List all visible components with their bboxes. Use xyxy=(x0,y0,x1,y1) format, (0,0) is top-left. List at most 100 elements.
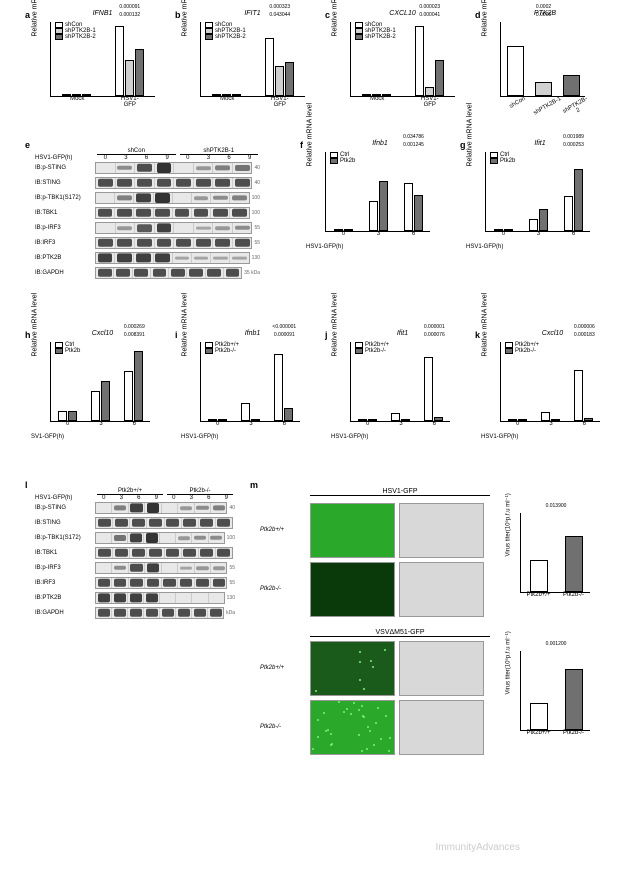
pvalue: 0.000253 xyxy=(556,142,591,148)
blot-row: IB:GAPDHkDa xyxy=(35,606,235,620)
pvalue: 0.000076 xyxy=(418,332,451,338)
panel-h: h Cxcl10 Relative mRNA level CtrlPtk2b 0… xyxy=(25,330,160,450)
xlabel: HSV1-GFP(h) xyxy=(306,244,343,250)
ylabel-g: Relative mRNA level xyxy=(467,103,474,167)
micrograph-gfp xyxy=(310,641,395,696)
chart-f: 0360.0012450.034786HSV1-GFP(h) xyxy=(325,152,430,232)
blot-row: IB:p-IRF355 xyxy=(35,221,260,235)
panel-e: e shConshPTK2B-1HSV1-GFP(h)03690369IB:p-… xyxy=(25,140,260,315)
pvalue: 0.000132 xyxy=(104,12,157,18)
panel-g: g Ifit1 Relative mRNA level CtrlPtk2b 03… xyxy=(460,140,600,260)
xtick: 3 xyxy=(537,231,540,237)
ylabel-a: Relative mRNA level xyxy=(32,0,39,37)
blot-l: Ptk2b+/+Ptk2b-/-HSV1-GFP(h)03690369IB:p-… xyxy=(35,488,235,620)
bar xyxy=(379,181,388,231)
micro-m: HSV1-GFPPtk2b+/+Ptk2b-/-Ptk2b+/+Ptk2b-/-… xyxy=(260,488,610,838)
xtick: Ptk2b+/+ xyxy=(526,592,550,598)
chart-m2: Ptk2b+/+Ptk2b-/-0.001200 xyxy=(520,651,590,731)
panel-j: j Ifit1 Relative mRNA level Ptk2b+/+Ptk2… xyxy=(325,330,460,450)
blot-e: shConshPTK2B-1HSV1-GFP(h)03690369IB:p-ST… xyxy=(35,148,260,280)
micrograph-bf xyxy=(399,641,484,696)
bar xyxy=(285,62,294,96)
panel-b: b IFIT1 Relative mRNA level shConshPTK2B… xyxy=(175,10,310,120)
xtick: 3 xyxy=(377,231,380,237)
bar xyxy=(284,408,293,421)
panel-a: a IFNB1 Relative mRNA level shConshPTK2B… xyxy=(25,10,160,120)
bar xyxy=(274,354,283,421)
xtick: 3 xyxy=(399,421,402,427)
watermark: ImmunityAdvances xyxy=(436,842,520,853)
bar xyxy=(529,219,538,231)
chart-g: 0360.0002530.001989HSV1-GFP(h) xyxy=(485,152,590,232)
blot-row: IB:p-TBK1(S172)100 xyxy=(35,191,260,205)
ylabel-k: Relative mRNA level xyxy=(482,293,489,357)
bar xyxy=(507,46,524,96)
bar xyxy=(574,169,583,231)
blot-row: IB:STING xyxy=(35,516,235,530)
pvalue: 0.000023 xyxy=(404,4,457,10)
panel-i: i Ifnb1 Relative mRNA level Ptk2b+/+Ptk2… xyxy=(175,330,310,450)
pvalue: 0.001989 xyxy=(556,134,591,140)
pvalue: 0.043044 xyxy=(254,12,307,18)
label-a: a xyxy=(25,10,30,20)
ylabel-j: Relative mRNA level xyxy=(332,293,339,357)
pvalue: 0.000091 xyxy=(104,4,157,10)
bar xyxy=(58,411,67,421)
blot-row: IB:p-IRF355 xyxy=(35,561,235,575)
bar xyxy=(135,49,144,96)
blot-row: IB:p-STING40 xyxy=(35,161,260,175)
panel-f: f Ifnb1 Relative mRNA level CtrlPtk2b 03… xyxy=(300,140,440,260)
pvalue: 0.0005 xyxy=(501,12,586,18)
label-e: e xyxy=(25,140,30,150)
xtick: shPTK2B-1 xyxy=(532,96,562,117)
bar xyxy=(265,38,274,97)
bar xyxy=(535,82,552,96)
bar xyxy=(391,413,400,421)
label-h: h xyxy=(25,330,31,340)
xtick: Mock xyxy=(370,96,384,102)
bar xyxy=(414,195,423,231)
blot-row: IB:TBK1 xyxy=(35,546,235,560)
xtick: HSV1-GFP xyxy=(267,96,292,108)
pvalue: 0.000323 xyxy=(254,4,307,10)
pvalue: 0.001245 xyxy=(396,142,431,148)
chart-k: 0360.0001830.000006HSV1-GFP(h) xyxy=(500,342,600,422)
xlabel: HSV1-GFP(h) xyxy=(466,244,503,250)
xtick: 0 xyxy=(216,421,219,427)
ylabel-h: Relative mRNA level xyxy=(32,293,39,357)
label-b: b xyxy=(175,10,181,20)
pvalue: 0.001200 xyxy=(521,641,591,647)
xlabel: HSV1-GFP(h) xyxy=(181,434,218,440)
bar xyxy=(241,403,250,421)
micrograph-bf xyxy=(399,562,484,617)
bar xyxy=(435,60,444,96)
micrograph-gfp xyxy=(310,562,395,617)
blot-row: IB:TBK1100 xyxy=(35,206,260,220)
xtick: 6 xyxy=(412,231,415,237)
xtick: 6 xyxy=(572,231,575,237)
pvalue: 0.000091 xyxy=(268,332,301,338)
xtick: 6 xyxy=(283,421,286,427)
panel-k: k Cxcl10 Relative mRNA level Ptk2b+/+Ptk… xyxy=(475,330,610,450)
pvalue: 0.0002 xyxy=(501,4,586,10)
chart-i: 0360.000091<0.000001HSV1-GFP(h) xyxy=(200,342,300,422)
xtick: 0 xyxy=(502,231,505,237)
bar xyxy=(115,26,124,96)
micrograph-gfp xyxy=(310,700,395,755)
blot-row: IB:PTK2B130 xyxy=(35,251,260,265)
chart-j: 0360.0000760.000001HSV1-GFP(h) xyxy=(350,342,450,422)
xtick: 0 xyxy=(66,421,69,427)
bar xyxy=(530,703,548,730)
label-i: i xyxy=(175,330,178,340)
xtick: HSV1-GFP xyxy=(417,96,442,108)
xtick: Ptk2b-/- xyxy=(563,730,584,736)
label-f: f xyxy=(300,140,303,150)
label-d: d xyxy=(475,10,481,20)
xtick: 0 xyxy=(516,421,519,427)
pvalue: 0.000001 xyxy=(418,324,451,330)
ylabel-f: Relative mRNA level xyxy=(307,103,314,167)
xlabel: HSV1-GFP(h) xyxy=(331,434,368,440)
blot-row: IB:IRF355 xyxy=(35,576,235,590)
pvalue: <0.000001 xyxy=(268,324,301,330)
bar xyxy=(539,209,548,231)
